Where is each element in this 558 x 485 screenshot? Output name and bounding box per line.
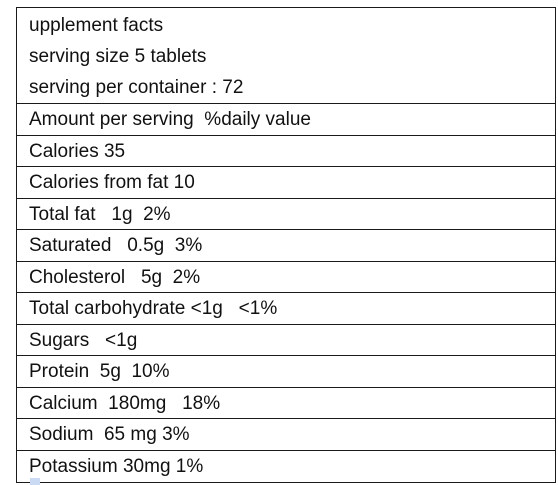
sugars-row: Sugars <1g (17, 325, 555, 357)
protein-row: Protein 5g 10% (17, 356, 555, 388)
servings-per-container: serving per container : 72 (29, 72, 555, 103)
selection-marker (30, 478, 40, 485)
supplement-facts-table: upplement facts serving size 5 tablets s… (16, 7, 556, 483)
potassium-row: Potassium 30mg 1% (17, 451, 555, 483)
amount-per-serving-row: Amount per serving %daily value (17, 104, 555, 136)
calories-row: Calories 35 (17, 136, 555, 168)
facts-title: upplement facts (29, 10, 555, 41)
calcium-row: Calcium 180mg 18% (17, 388, 555, 420)
cholesterol-row: Cholesterol 5g 2% (17, 262, 555, 294)
facts-header: upplement facts serving size 5 tablets s… (17, 8, 555, 104)
total-carbohydrate-row: Total carbohydrate <1g <1% (17, 293, 555, 325)
total-fat-row: Total fat 1g 2% (17, 199, 555, 231)
calories-from-fat-row: Calories from fat 10 (17, 167, 555, 199)
serving-size: serving size 5 tablets (29, 41, 555, 72)
saturated-row: Saturated 0.5g 3% (17, 230, 555, 262)
sodium-row: Sodium 65 mg 3% (17, 419, 555, 451)
